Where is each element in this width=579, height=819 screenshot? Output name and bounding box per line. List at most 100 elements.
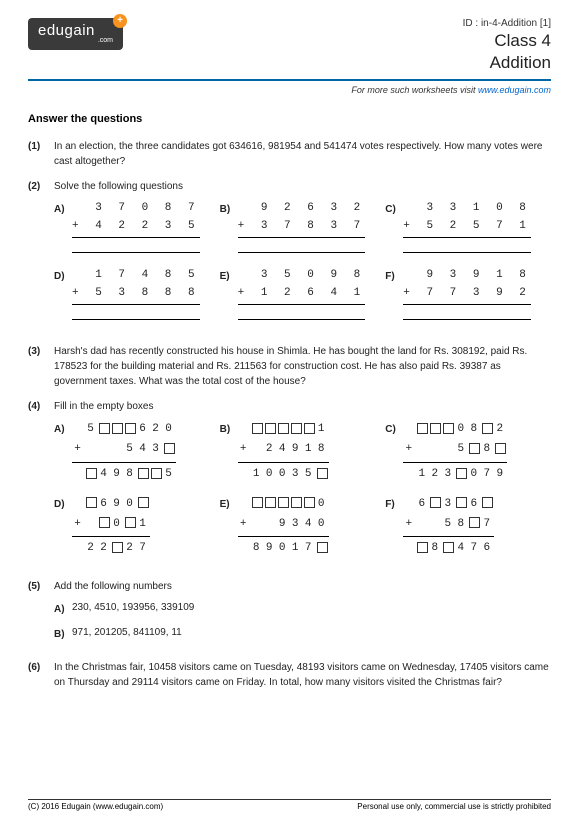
empty-box <box>495 443 506 454</box>
q2-text: Solve the following questions <box>54 179 551 194</box>
topic-title: Addition <box>463 53 551 73</box>
empty-box <box>99 423 110 434</box>
column-sum: 1 7 4 8 5+ 5 3 8 8 8 <box>72 267 200 320</box>
footer: (C) 2016 Edugain (www.edugain.com) Perso… <box>28 799 551 811</box>
column-sum: 0+ 9340 89017 <box>238 495 329 559</box>
empty-box <box>443 423 454 434</box>
header-right: ID : in-4-Addition [1] Class 4 Addition <box>463 18 551 73</box>
sub-label: D) <box>54 495 72 559</box>
worksheet-id: ID : in-4-Addition [1] <box>463 18 551 29</box>
empty-box <box>164 443 175 454</box>
addition-problem: E) 3 5 0 9 8+ 1 2 6 4 1 <box>220 267 386 320</box>
subhead-prefix: For more such worksheets visit <box>351 85 478 95</box>
sub-label: C) <box>385 420 403 484</box>
question-6: (6) In the Christmas fair, 10458 visitor… <box>28 660 551 690</box>
empty-box <box>278 423 289 434</box>
q5-list: A)230, 4510, 193956, 339109B)971, 201205… <box>54 600 551 642</box>
section-title: Answer the questions <box>28 113 551 125</box>
empty-box <box>99 517 110 528</box>
q1-number: (1) <box>28 139 54 169</box>
fill-box-problem: E) 0+ 9340 89017 <box>220 495 386 559</box>
empty-box <box>151 468 162 479</box>
empty-box <box>482 497 493 508</box>
list-text: 230, 4510, 193956, 339109 <box>72 600 194 617</box>
addition-problem: A) 3 7 0 8 7+ 4 2 2 3 5 <box>54 200 220 253</box>
header: + edugain .com ID : in-4-Addition [1] Cl… <box>28 18 551 73</box>
empty-box <box>443 542 454 553</box>
list-item: B)971, 201205, 841109, 11 <box>54 625 551 642</box>
q6-number: (6) <box>28 660 54 690</box>
empty-box <box>252 497 263 508</box>
worksheet-page: + edugain .com ID : in-4-Addition [1] Cl… <box>0 0 579 819</box>
q3-number: (3) <box>28 344 54 389</box>
sub-label: A) <box>54 600 72 617</box>
logo: + edugain .com <box>28 18 123 50</box>
column-sum: 9 2 6 3 2+ 3 7 8 3 7 <box>238 200 366 253</box>
sub-label: A) <box>54 420 72 484</box>
fill-box-problem: B) 1+ 24918 10035 <box>220 420 386 484</box>
empty-box <box>138 497 149 508</box>
empty-box <box>125 517 136 528</box>
empty-box <box>417 542 428 553</box>
empty-box <box>252 423 263 434</box>
column-sum: 690+ 01 2227 <box>72 495 150 559</box>
column-sum: 082+ 58 123079 <box>403 420 507 484</box>
q5-text: Add the following numbers <box>54 579 551 594</box>
list-text: 971, 201205, 841109, 11 <box>72 625 182 642</box>
sub-label: C) <box>385 200 403 253</box>
footer-left: (C) 2016 Edugain (www.edugain.com) <box>28 802 163 811</box>
empty-box <box>430 497 441 508</box>
class-title: Class 4 <box>463 31 551 51</box>
q2-number: (2) <box>28 179 54 334</box>
sub-label: E) <box>220 495 238 559</box>
column-sum: 1+ 24918 10035 <box>238 420 329 484</box>
question-1: (1) In an election, the three candidates… <box>28 139 551 169</box>
sub-label: B) <box>220 200 238 253</box>
sub-label: E) <box>220 267 238 320</box>
q2-grid: A) 3 7 0 8 7+ 4 2 2 3 5B) 9 2 6 3 2+ 3 7… <box>54 200 551 334</box>
empty-box <box>469 443 480 454</box>
empty-box <box>482 423 493 434</box>
sub-label: D) <box>54 267 72 320</box>
empty-box <box>304 423 315 434</box>
empty-box <box>112 542 123 553</box>
list-item: A)230, 4510, 193956, 339109 <box>54 600 551 617</box>
sub-label: F) <box>385 495 403 559</box>
footer-right: Personal use only, commercial use is str… <box>357 802 551 811</box>
empty-box <box>291 423 302 434</box>
empty-box <box>112 423 123 434</box>
q5-number: (5) <box>28 579 54 650</box>
addition-problem: F) 9 3 9 1 8+ 7 7 3 9 2 <box>385 267 551 320</box>
sub-label: A) <box>54 200 72 253</box>
empty-box <box>265 423 276 434</box>
empty-box <box>417 423 428 434</box>
q4-number: (4) <box>28 399 54 569</box>
empty-box <box>430 423 441 434</box>
q4-text: Fill in the empty boxes <box>54 399 551 414</box>
sub-label: B) <box>54 625 72 642</box>
subheading: For more such worksheets visit www.eduga… <box>28 85 551 95</box>
column-sum: 3 3 1 0 8+ 5 2 5 7 1 <box>403 200 531 253</box>
addition-problem: D) 1 7 4 8 5+ 5 3 8 8 8 <box>54 267 220 320</box>
empty-box <box>469 517 480 528</box>
empty-box <box>138 468 149 479</box>
q3-text: Harsh's dad has recently constructed his… <box>54 344 551 389</box>
empty-box <box>86 497 97 508</box>
empty-box <box>125 423 136 434</box>
empty-box <box>291 497 302 508</box>
q6-text: In the Christmas fair, 10458 visitors ca… <box>54 660 551 690</box>
question-4: (4) Fill in the empty boxes A) 5620+ 543… <box>28 399 551 569</box>
empty-box <box>265 497 276 508</box>
empty-box <box>317 542 328 553</box>
fill-box-problem: A) 5620+ 543 4985 <box>54 420 220 484</box>
addition-problem: C) 3 3 1 0 8+ 5 2 5 7 1 <box>385 200 551 253</box>
column-sum: 3 7 0 8 7+ 4 2 2 3 5 <box>72 200 200 253</box>
q1-text: In an election, the three candidates got… <box>54 139 551 169</box>
fill-box-problem: D) 690+ 01 2227 <box>54 495 220 559</box>
column-sum: 3 5 0 9 8+ 1 2 6 4 1 <box>238 267 366 320</box>
q4-grid: A) 5620+ 543 4985B) 1+ 24918 10035C) 082… <box>54 420 551 569</box>
subhead-link[interactable]: www.edugain.com <box>478 85 551 95</box>
sub-label: B) <box>220 420 238 484</box>
empty-box <box>456 497 467 508</box>
fill-box-problem: F) 636+ 587 8476 <box>385 495 551 559</box>
